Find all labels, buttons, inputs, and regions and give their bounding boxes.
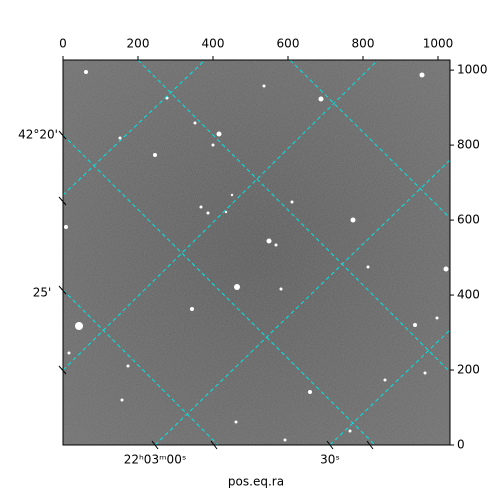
y-tick-label: 0 (457, 438, 465, 452)
x-tick-label: 600 (277, 37, 300, 51)
x-tick-label: 1000 (423, 37, 454, 51)
x-tick-label: 800 (352, 37, 375, 51)
y-tick-label: 1000 (457, 63, 488, 77)
ra-label: 30ˢ (320, 453, 340, 467)
x-tick-label: 0 (59, 37, 67, 51)
dec-label: 25' (33, 286, 52, 300)
sky-image (63, 60, 450, 445)
world-ticks (58, 130, 374, 450)
y-tick-label: 800 (457, 138, 480, 152)
y-tick-label: 400 (457, 288, 480, 302)
ra-label: 22ʰ03ᵐ00ˢ (124, 453, 187, 467)
dec-label: 42°20' (18, 128, 58, 142)
plot-frame (62, 59, 451, 446)
y-tick-label: 600 (457, 213, 480, 227)
stars (64, 70, 449, 442)
coordinate-grid (63, 60, 450, 445)
x-axis-label: pos.eq.ra (228, 475, 284, 489)
x-tick-label: 200 (127, 37, 150, 51)
y-tick-label: 200 (457, 363, 480, 377)
x-tick-label: 400 (202, 37, 225, 51)
